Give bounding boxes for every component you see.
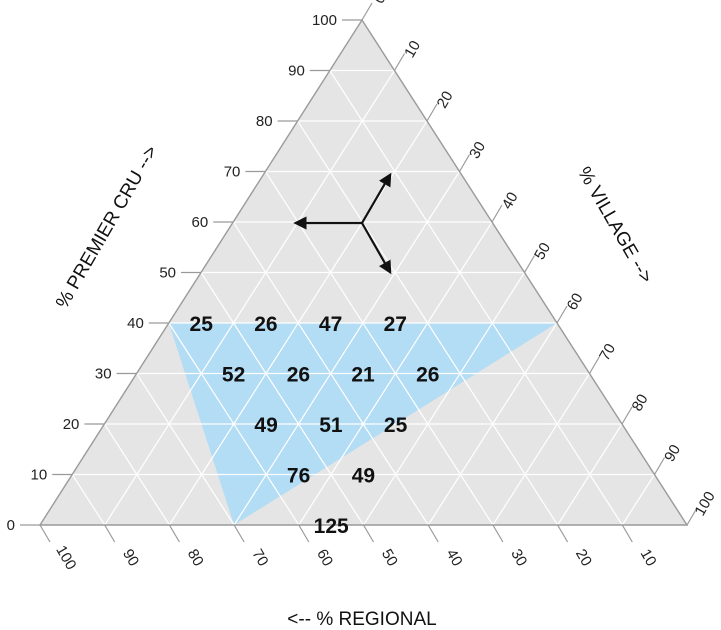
bottom-tick-mark (233, 524, 245, 543)
right-tick-mark (426, 103, 438, 122)
right-tick-mark (621, 406, 633, 425)
grid-line (264, 171, 494, 526)
left-tick-label: 40 (127, 315, 144, 332)
right-tick-label: 30 (466, 139, 489, 162)
bottom-tick-label: 60 (313, 546, 336, 569)
arrow-regional (361, 222, 392, 275)
cell-value-label: 49 (352, 465, 375, 488)
cell-value-label: 25 (384, 414, 408, 437)
bottom-tick-mark (362, 524, 375, 543)
right-tick-mark (393, 53, 406, 71)
left-tick-label: 60 (192, 214, 209, 231)
grid-line (329, 70, 623, 526)
bottom-tick-label: 100 (52, 543, 79, 573)
bottom-axis-label: <-- % REGIONAL (287, 609, 436, 630)
bottom-tick-mark (168, 524, 180, 543)
bottom-tick-label: 20 (572, 546, 595, 569)
cell-value-label: 26 (287, 364, 310, 387)
bottom-tick-mark (492, 524, 504, 543)
right-tick-label: 70 (596, 341, 619, 364)
cell-value-label: 26 (254, 313, 277, 336)
right-tick-mark (556, 305, 568, 324)
bottom-tick-mark (557, 524, 569, 543)
right-tick-mark (523, 255, 536, 273)
grid-line (233, 171, 461, 526)
left-tick-label: 100 (312, 12, 337, 29)
cell-value-label: 47 (319, 313, 342, 336)
right-tick-label: 90 (661, 442, 684, 465)
bottom-tick-label: 50 (378, 546, 401, 569)
right-tick-label: 80 (629, 391, 652, 414)
right-tick-label: 60 (564, 290, 587, 313)
bottom-tick-mark (298, 524, 310, 543)
cell-value-label: 27 (384, 313, 407, 336)
cell-value-label: 76 (287, 465, 310, 488)
right-tick-label: 40 (499, 189, 522, 212)
cell-value-label: 25 (190, 313, 214, 336)
cell-value-label: 49 (254, 414, 277, 437)
cell-value-label: 21 (351, 364, 375, 387)
grid-line (136, 373, 235, 526)
grid-line (557, 423, 623, 526)
bottom-tick-label: 10 (637, 546, 660, 569)
left-tick-label: 90 (288, 63, 305, 80)
cell-labels: 25 26 47 27 52 26 21 26 49 51 25 76 49 125 (190, 313, 440, 538)
right-tick-mark (458, 154, 471, 172)
grid-line (427, 322, 558, 526)
grid-line (71, 474, 106, 526)
bottom-tick-label: 70 (248, 546, 271, 569)
right-tick-mark (588, 356, 601, 374)
bottom-tick-mark (427, 524, 439, 543)
bottom-tick-label: 80 (184, 546, 207, 569)
right-tick-label: 0 (371, 0, 390, 7)
right-tick-mark (361, 2, 373, 21)
grid-line (200, 272, 365, 526)
right-tick-mark (686, 507, 698, 526)
right-tick-label: 10 (401, 38, 424, 61)
bottom-tick-label: 30 (507, 546, 530, 569)
bottom-tick-label: 40 (443, 546, 466, 569)
right-tick-mark (491, 204, 503, 223)
cell-value-label: 52 (222, 364, 245, 387)
bottom-tick-mark (39, 524, 51, 543)
left-tick-label: 0 (7, 517, 15, 534)
grid-line (104, 70, 396, 526)
right-axis-label: % VILLAGE --> (573, 164, 656, 287)
grid-line (621, 474, 656, 526)
left-tick-label: 10 (31, 467, 48, 484)
left-tick-label: 30 (95, 366, 112, 383)
bottom-tick-mark (621, 524, 633, 543)
direction-arrows (293, 172, 392, 275)
arrow-village (361, 172, 392, 224)
cell-value-label: 26 (416, 364, 439, 387)
left-tick-label: 50 (159, 265, 176, 282)
bottom-tick-label: 90 (119, 546, 142, 569)
grid-line (168, 322, 300, 526)
left-axis-label: % PREMIER CRU --> (52, 142, 162, 312)
left-tick-label: 70 (224, 164, 241, 181)
cell-value-label: 125 (314, 515, 349, 538)
right-tick-label: 20 (434, 88, 457, 111)
right-tick-label: 100 (691, 489, 718, 519)
cell-value-label: 51 (319, 414, 343, 437)
grid-line (103, 423, 170, 526)
grid-line (362, 272, 526, 526)
grid-line (492, 373, 591, 526)
bottom-tick-mark (104, 524, 116, 543)
right-tick-label: 50 (531, 240, 554, 263)
grid-lines (71, 69, 656, 526)
left-tick-label: 20 (63, 416, 80, 433)
right-tick-mark (653, 457, 666, 475)
left-tick-label: 80 (256, 113, 273, 130)
